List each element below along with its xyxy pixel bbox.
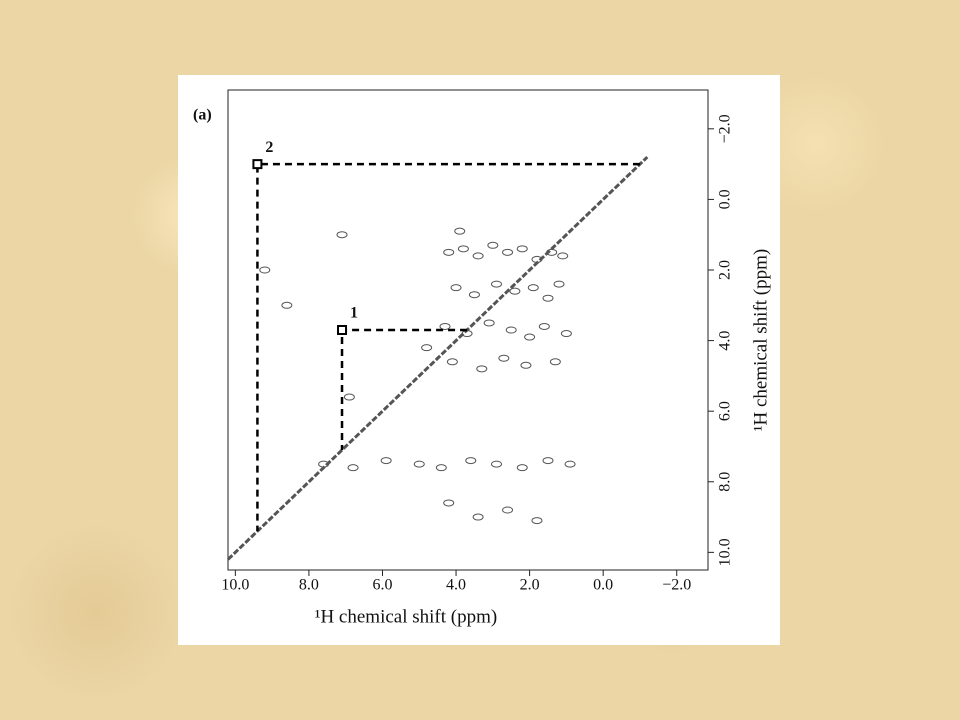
cross-peak <box>502 506 514 514</box>
cross-peak <box>516 464 528 472</box>
cross-peak <box>259 266 271 274</box>
cross-peak <box>483 319 495 327</box>
cross-peak <box>457 245 469 253</box>
cross-peak <box>380 457 392 465</box>
cross-peak <box>505 326 517 334</box>
y-tick-label: 10.0 <box>717 538 734 566</box>
cross-peak <box>557 252 569 260</box>
y-tick-label: 8.0 <box>717 472 734 492</box>
y-tick-label: −2.0 <box>717 114 734 143</box>
x-tick-label: 2.0 <box>520 577 540 594</box>
figure-panel <box>178 75 780 645</box>
cross-peak <box>439 322 451 330</box>
x-tick-label: 6.0 <box>372 577 392 594</box>
cross-peak <box>542 294 554 302</box>
cross-peak <box>281 301 293 309</box>
cross-peak <box>465 457 477 465</box>
cross-peak <box>498 354 510 362</box>
cross-peak <box>527 284 539 292</box>
cross-peak <box>520 361 532 369</box>
peak-label: 1 <box>350 305 358 322</box>
panel-title: (a) <box>193 107 212 124</box>
x-tick-label: −2.0 <box>662 577 691 594</box>
cross-peak <box>318 460 330 468</box>
cross-peak <box>560 330 572 338</box>
cross-peak <box>509 287 521 295</box>
cross-peak <box>524 333 536 341</box>
cross-peak <box>531 255 543 263</box>
x-axis-label: ¹H chemical shift (ppm) <box>315 606 497 627</box>
cross-peak <box>476 365 488 373</box>
cross-peak <box>347 464 359 472</box>
cross-peak <box>443 499 455 507</box>
cross-peak <box>468 291 480 299</box>
y-tick-label: 6.0 <box>717 401 734 421</box>
peak-marker <box>252 159 263 170</box>
cross-peak <box>491 280 503 288</box>
x-tick-label: 10.0 <box>221 577 249 594</box>
x-tick-label: 0.0 <box>593 577 613 594</box>
cross-peak <box>564 460 576 468</box>
cross-peak <box>472 252 484 260</box>
cross-peak <box>450 284 462 292</box>
y-tick-label: 0.0 <box>717 189 734 209</box>
cross-peak <box>491 460 503 468</box>
cross-peak <box>472 513 484 521</box>
x-tick-label: 8.0 <box>299 577 319 594</box>
peak-label: 2 <box>265 139 273 156</box>
x-tick-label: 4.0 <box>446 577 466 594</box>
peak-marker <box>337 325 348 335</box>
cross-peak <box>443 248 455 256</box>
cross-peak <box>553 280 565 288</box>
cross-peak <box>446 358 458 366</box>
cross-peak <box>487 241 499 249</box>
y-tick-label: 2.0 <box>717 260 734 280</box>
cross-peak <box>502 248 514 256</box>
y-tick-label: 4.0 <box>717 331 734 351</box>
peak-guide <box>256 162 640 532</box>
cross-peak <box>549 358 561 366</box>
cross-peak <box>454 227 466 235</box>
cross-peak <box>435 464 447 472</box>
cross-peak <box>336 231 348 239</box>
plot-frame <box>227 89 709 571</box>
cross-peak <box>542 457 554 465</box>
cross-peak <box>531 517 543 525</box>
cross-peak <box>538 322 550 330</box>
cross-peak <box>343 393 355 401</box>
cross-peak <box>516 245 528 253</box>
cross-peak <box>546 248 558 256</box>
cross-peak <box>413 460 425 468</box>
cross-peak <box>421 344 433 352</box>
diagonal <box>226 155 649 561</box>
y-axis-label: ¹H chemical shift (ppm) <box>750 249 771 431</box>
